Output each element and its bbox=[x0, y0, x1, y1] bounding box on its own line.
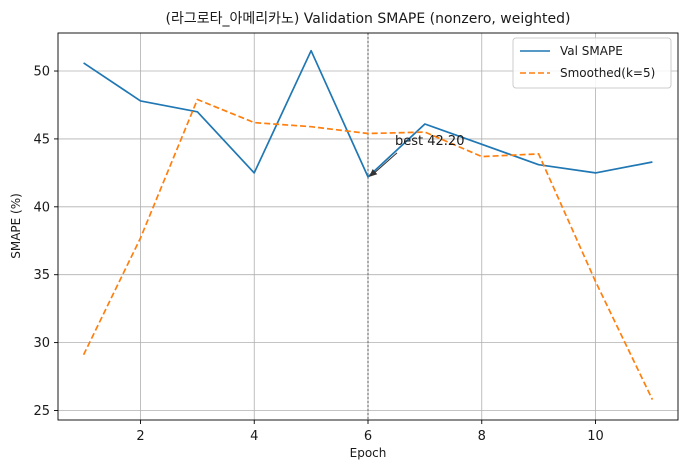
x-tick-label: 4 bbox=[250, 429, 258, 444]
chart-title: (라그로타_아메리카노) Validation SMAPE (nonzero, … bbox=[166, 11, 571, 27]
legend-box bbox=[512, 37, 672, 89]
best-annotation: best 42.20 bbox=[369, 134, 464, 177]
x-axis-ticks: 2 4 6 8 10 bbox=[136, 420, 604, 444]
y-axis-label: SMAPE (%) bbox=[9, 193, 23, 259]
x-tick-label: 2 bbox=[136, 429, 144, 444]
series-lines bbox=[82, 49, 654, 400]
x-axis-label: Epoch bbox=[350, 446, 387, 460]
legend: Val SMAPE Smoothed(k=5) bbox=[512, 37, 672, 89]
y-tick-label: 30 bbox=[33, 336, 50, 351]
legend-label-val-smape: Val SMAPE bbox=[560, 44, 623, 58]
x-tick-label: 8 bbox=[478, 429, 486, 444]
y-tick-label: 50 bbox=[33, 65, 50, 80]
annotation-arrowhead bbox=[369, 169, 378, 177]
y-tick-label: 35 bbox=[33, 268, 50, 283]
y-tick-label: 40 bbox=[33, 200, 50, 215]
series-line-smoothed bbox=[82, 98, 654, 400]
annotation-text: best 42.20 bbox=[395, 134, 464, 149]
x-tick-label: 6 bbox=[364, 429, 372, 444]
y-tick-label: 45 bbox=[33, 132, 50, 147]
y-tick-label: 25 bbox=[33, 404, 50, 419]
y-axis-ticks: 25 30 35 40 45 50 bbox=[33, 65, 58, 419]
series-line-val-smape bbox=[83, 49, 653, 178]
x-tick-label: 10 bbox=[587, 429, 604, 444]
legend-label-smoothed: Smoothed(k=5) bbox=[560, 66, 655, 80]
